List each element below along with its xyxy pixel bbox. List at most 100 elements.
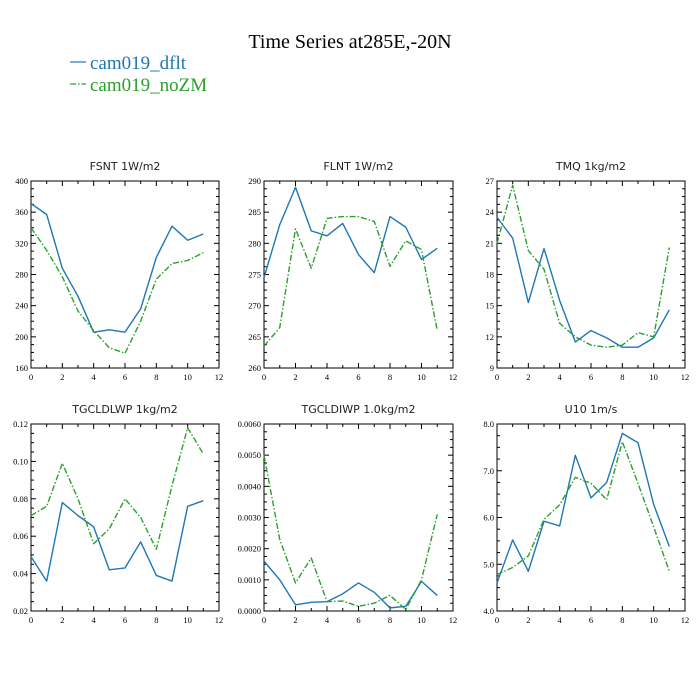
y-tick-label-flnt: 290 bbox=[248, 176, 261, 186]
legend: cam019_dflt cam019_noZM bbox=[70, 53, 207, 96]
x-tick-label-tmq: 6 bbox=[589, 372, 593, 382]
y-tick-label-tmq: 12 bbox=[486, 332, 495, 342]
series-line-tgcldiwp-dflt bbox=[263, 560, 438, 609]
x-tick-label-flnt: 12 bbox=[449, 372, 458, 382]
series-line-u10-nozm bbox=[496, 441, 670, 576]
plot-frame-tmq bbox=[496, 180, 686, 369]
x-tick-label-tgcldiwp: 4 bbox=[325, 615, 330, 625]
y-tick-label-flnt: 270 bbox=[248, 301, 261, 311]
figure-title: Time Series at285E,-20N bbox=[248, 31, 451, 53]
x-tick-label-fsnt: 8 bbox=[154, 372, 158, 382]
x-tick-label-tgcldlwp: 4 bbox=[92, 615, 97, 625]
x-tick-label-tgcldlwp: 2 bbox=[60, 615, 64, 625]
x-tick-label-tgcldlwp: 8 bbox=[154, 615, 158, 625]
y-tick-label-tgcldlwp: 0.10 bbox=[13, 456, 28, 466]
x-tick-label-tmq: 4 bbox=[558, 372, 563, 382]
x-tick-label-fsnt: 6 bbox=[123, 372, 127, 382]
y-tick-label-flnt: 285 bbox=[248, 207, 261, 217]
x-tick-label-fsnt: 12 bbox=[215, 372, 224, 382]
y-tick-label-tgcldiwp: 0.0020 bbox=[238, 544, 261, 554]
y-tick-label-flnt: 265 bbox=[248, 332, 261, 342]
x-tick-label-fsnt: 4 bbox=[92, 372, 97, 382]
x-tick-label-u10: 4 bbox=[558, 615, 563, 625]
panel-fsnt: FSNT 1W/m2 0 2 4 6 8 10 12 160 200 240 280 320 360 400 bbox=[15, 160, 223, 382]
y-tick-label-flnt: 275 bbox=[248, 270, 261, 280]
x-tick-label-tgcldlwp: 6 bbox=[123, 615, 127, 625]
x-tick-label-fsnt: 2 bbox=[60, 372, 64, 382]
x-tick-label-tgcldiwp: 2 bbox=[293, 615, 297, 625]
y-tick-label-flnt: 260 bbox=[248, 363, 261, 373]
x-tick-label-flnt: 0 bbox=[262, 372, 266, 382]
y-tick-label-fsnt: 320 bbox=[15, 238, 28, 248]
panel-grid: FSNT 1W/m20 2 4 6 8 10 12160200240280320360400… bbox=[13, 160, 689, 625]
panel-title-flnt: FLNT 1W/m2 bbox=[323, 160, 393, 173]
y-tick-label-tgcldiwp: 0.0010 bbox=[238, 575, 261, 585]
series-line-tmq-dflt bbox=[496, 216, 670, 348]
series-line-u10-dflt bbox=[496, 432, 670, 584]
y-tick-label-tmq: 27 bbox=[486, 176, 495, 186]
y-tick-label-tmq: 18 bbox=[486, 270, 495, 280]
series-line-fsnt-nozm bbox=[30, 227, 204, 354]
x-tick-label-fsnt: 10 bbox=[183, 372, 192, 382]
series-line-tmq-nozm bbox=[496, 184, 671, 348]
x-tick-label-tmq: 0 bbox=[495, 372, 499, 382]
x-tick-label-tgcldlwp: 10 bbox=[183, 615, 192, 625]
y-tick-label-tmq: 21 bbox=[486, 238, 495, 248]
x-tick-label-tgcldiwp: 8 bbox=[388, 615, 392, 625]
x-tick-label-flnt: 6 bbox=[356, 372, 360, 382]
panel-title-u10: U10 1m/s bbox=[565, 403, 618, 416]
panel-u10: U10 1m/s 0 2 4 6 8 10 12 4.0 5.0 6.0 7.0 8.0 bbox=[483, 403, 689, 625]
series-line-tgcldiwp-nozm bbox=[263, 455, 438, 611]
x-tick-label-tgcldiwp: 12 bbox=[449, 615, 458, 625]
x-tick-label-fsnt: 0 bbox=[29, 372, 33, 382]
x-tick-label-u10: 8 bbox=[620, 615, 624, 625]
y-tick-label-tgcldlwp: 0.08 bbox=[13, 494, 28, 504]
y-tick-label-tmq: 24 bbox=[486, 207, 495, 217]
y-tick-label-tgcldlwp: 0.04 bbox=[13, 569, 29, 579]
panel-tgcldlwp: TGCLDLWP 1kg/m2 0 2 4 6 8 10 12 0.02 0.04 0.06 0.08… bbox=[13, 403, 223, 625]
y-tick-label-tgcldiwp: 0.0050 bbox=[238, 450, 261, 460]
panel-title-fsnt: FSNT 1W/m2 bbox=[90, 160, 161, 173]
panel-title-tgcldiwp: TGCLDIWP 1.0kg/m2 bbox=[300, 403, 415, 416]
y-tick-label-u10: 4.0 bbox=[483, 606, 494, 616]
x-tick-label-u10: 12 bbox=[681, 615, 690, 625]
x-tick-label-flnt: 8 bbox=[388, 372, 392, 382]
series-line-fsnt-dflt bbox=[30, 203, 204, 333]
x-tick-label-tmq: 10 bbox=[649, 372, 658, 382]
panel-tgcldiwp: TGCLDIWP 1.0kg/m2 0 2 4 6 8 10 12 0.0000 0.0010 0.… bbox=[238, 403, 458, 625]
x-tick-label-flnt: 2 bbox=[293, 372, 297, 382]
panel-title-tmq: TMQ 1kg/m2 bbox=[555, 160, 626, 173]
y-tick-label-fsnt: 240 bbox=[15, 301, 28, 311]
y-tick-label-tmq: 15 bbox=[486, 301, 495, 311]
legend-label-dflt: cam019_dflt bbox=[90, 53, 187, 74]
y-tick-label-tgcldiwp: 0.0000 bbox=[238, 606, 261, 616]
x-tick-label-tgcldlwp: 0 bbox=[29, 615, 33, 625]
panel-flnt: FLNT 1W/m2 0 2 4 6 8 10 12 260 265 270 275 280 285 290 bbox=[248, 160, 457, 382]
x-tick-label-flnt: 10 bbox=[417, 372, 426, 382]
series-line-tgcldlwp-dflt bbox=[30, 500, 204, 582]
panel-title-tgcldlwp: TGCLDLWP 1kg/m2 bbox=[71, 403, 177, 416]
y-tick-label-flnt: 280 bbox=[248, 238, 261, 248]
series-line-tgcldlwp-nozm bbox=[30, 427, 204, 550]
y-tick-label-fsnt: 200 bbox=[15, 332, 28, 342]
y-tick-label-tgcldlwp: 0.12 bbox=[13, 419, 28, 429]
y-tick-label-u10: 6.0 bbox=[483, 513, 494, 523]
y-tick-label-u10: 8.0 bbox=[483, 419, 494, 429]
y-tick-label-u10: 5.0 bbox=[483, 559, 494, 569]
plot-frame-fsnt bbox=[30, 180, 220, 369]
y-tick-label-tgcldiwp: 0.0030 bbox=[238, 513, 261, 523]
series-line-flnt-dflt bbox=[263, 186, 438, 278]
x-tick-label-u10: 0 bbox=[495, 615, 499, 625]
legend-label-nozm: cam019_noZM bbox=[90, 75, 207, 96]
y-tick-label-fsnt: 360 bbox=[15, 207, 28, 217]
y-tick-label-tgcldiwp: 0.0060 bbox=[238, 419, 261, 429]
series-line-flnt-nozm bbox=[263, 215, 438, 347]
x-tick-label-flnt: 4 bbox=[325, 372, 330, 382]
x-tick-label-tmq: 2 bbox=[526, 372, 530, 382]
x-tick-label-tmq: 12 bbox=[681, 372, 690, 382]
x-tick-label-tgcldiwp: 0 bbox=[262, 615, 266, 625]
x-tick-label-u10: 6 bbox=[589, 615, 593, 625]
y-tick-label-tgcldiwp: 0.0040 bbox=[238, 481, 261, 491]
x-tick-label-u10: 10 bbox=[649, 615, 658, 625]
